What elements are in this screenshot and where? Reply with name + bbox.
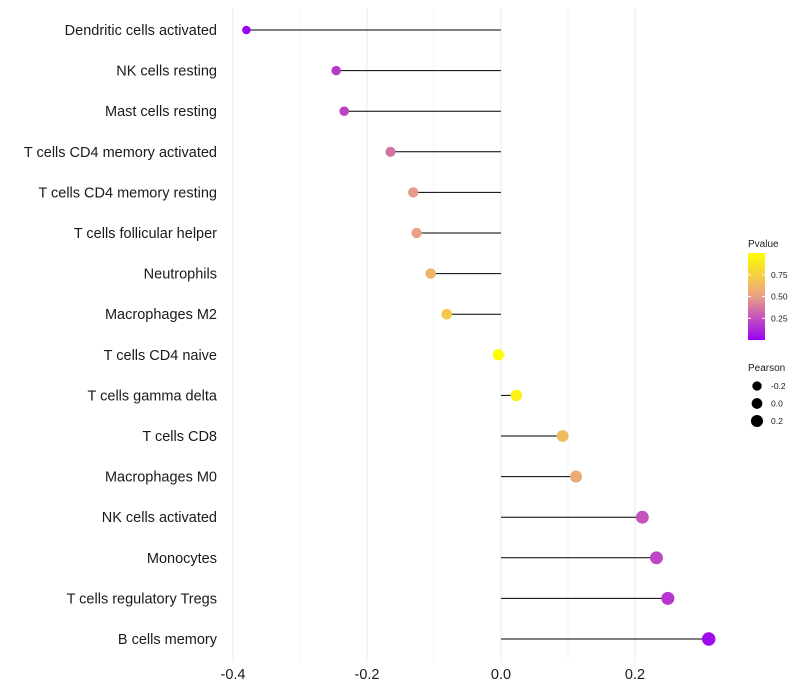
lollipop-point [385, 146, 396, 157]
pvalue-legend: Pvalue 0.25 0.50 0.75 [748, 239, 788, 340]
x-tick-label: 0.0 [491, 667, 511, 683]
category-labels: Dendritic cells activated NK cells restin… [24, 23, 218, 648]
category-label: T cells CD8 [142, 429, 217, 445]
x-tick-label: -0.4 [221, 667, 246, 683]
size-legend-label: -0.2 [771, 381, 786, 391]
stem-layer [246, 29, 709, 640]
lollipop-point [339, 106, 350, 116]
size-legend-point [751, 398, 763, 409]
category-label: T cells CD4 naive [104, 348, 217, 364]
lollipop-point [492, 349, 504, 361]
colorbar-tick-label: 0.75 [771, 270, 788, 280]
lollipop-point [649, 551, 663, 565]
category-label: Macrophages M2 [105, 307, 217, 323]
size-legend-label: 0.2 [771, 416, 783, 426]
lollipop-point [425, 268, 436, 279]
colorbar-tick-label: 0.25 [771, 313, 788, 323]
lollipop-point [556, 430, 569, 442]
colorbar-tick-label: 0.50 [771, 292, 788, 302]
pvalue-legend-title: Pvalue [748, 239, 779, 250]
lollipop-point [408, 187, 419, 198]
category-label: T cells CD4 memory resting [38, 185, 217, 201]
size-legend-label: 0.0 [771, 399, 783, 409]
lollipop-point [331, 65, 341, 76]
size-legend-point [752, 381, 762, 391]
pearson-legend-items: -0.2 0.0 0.2 [750, 381, 786, 428]
lollipop-point [411, 227, 422, 239]
category-label: B cells memory [118, 632, 218, 648]
x-tick-label: 0.2 [625, 667, 645, 683]
pearson-legend-title: Pearson [748, 363, 785, 374]
lollipop-point [635, 510, 649, 524]
category-label: NK cells activated [102, 510, 217, 526]
lollipop-point [242, 25, 251, 35]
size-legend-point [750, 414, 764, 428]
category-label: T cells follicular helper [74, 226, 217, 242]
category-label: Macrophages M0 [105, 470, 217, 486]
pearson-legend: Pearson -0.2 0.0 0.2 [748, 363, 786, 428]
lollipop-point [510, 389, 523, 402]
grid-layer [232, 8, 636, 662]
pvalue-colorbar [748, 253, 765, 340]
x-axis-ticks: -0.4 -0.2 0.0 0.2 [221, 667, 646, 683]
category-label: T cells CD4 memory activated [24, 145, 217, 161]
category-label: Monocytes [147, 551, 217, 567]
lollipop-point [701, 632, 716, 646]
category-label: T cells gamma delta [88, 388, 218, 404]
category-label: Neutrophils [144, 267, 217, 283]
category-label: Mast cells resting [105, 104, 217, 120]
dot-layer [242, 25, 716, 646]
lollipop-point [569, 470, 583, 483]
x-tick-label: -0.2 [355, 667, 380, 683]
pvalue-legend-ticks: 0.25 0.50 0.75 [748, 270, 788, 323]
category-label: Dendritic cells activated [65, 23, 217, 39]
category-label: T cells regulatory Tregs [67, 591, 217, 607]
category-label: NK cells resting [116, 64, 217, 80]
lollipop-point [441, 308, 453, 320]
lollipop-point [661, 591, 675, 605]
